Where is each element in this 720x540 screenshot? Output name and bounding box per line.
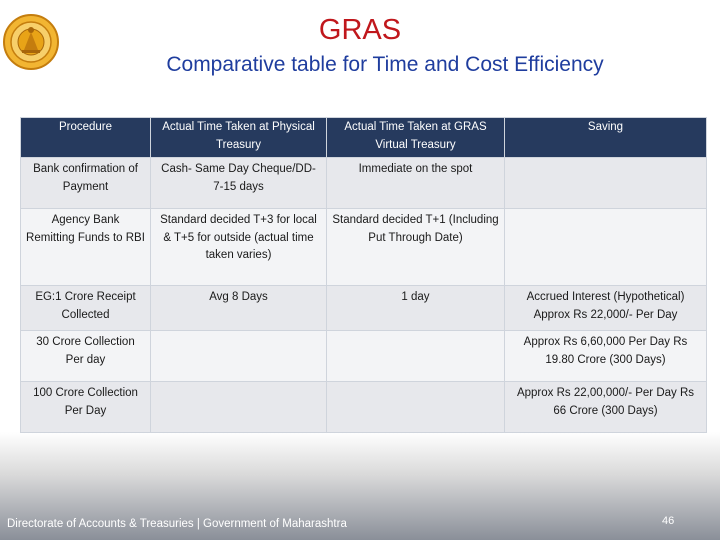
table-cell: Approx Rs 22,00,000/- Per Day Rs 66 Cror… <box>504 381 707 433</box>
table-cell <box>150 330 327 382</box>
slide-title: GRAS <box>318 14 402 46</box>
table-cell: Cash- Same Day Cheque/DD- 7-15 days <box>150 157 327 209</box>
table-cell: Avg 8 Days <box>150 285 327 331</box>
column-header-physical-treasury: Actual Time Taken at Physical Treasury <box>150 117 327 158</box>
table-cell: EG:1 Crore Receipt Collected <box>20 285 151 331</box>
table-cell: Approx Rs 6,60,000 Per Day Rs 19.80 Cror… <box>504 330 707 382</box>
table-row: EG:1 Crore Receipt Collected Avg 8 Days … <box>20 285 707 331</box>
table-cell: 100 Crore Collection Per Day <box>20 381 151 433</box>
table-cell: Standard decided T+3 for local & T+5 for… <box>150 208 327 286</box>
table-cell: Agency Bank Remitting Funds to RBI <box>20 208 151 286</box>
table-cell <box>504 208 707 286</box>
table-row: 100 Crore Collection Per Day Approx Rs 2… <box>20 381 707 433</box>
table-header-row: Procedure Actual Time Taken at Physical … <box>20 117 707 158</box>
column-header-gras-virtual-treasury: Actual Time Taken at GRAS Virtual Treasu… <box>326 117 505 158</box>
table-cell <box>150 381 327 433</box>
table-cell: 30 Crore Collection Per day <box>20 330 151 382</box>
footer-text: Directorate of Accounts & Treasuries | G… <box>7 518 347 530</box>
maharashtra-seal-icon <box>3 14 59 70</box>
table-row: Agency Bank Remitting Funds to RBI Stand… <box>20 208 707 286</box>
column-header-procedure: Procedure <box>20 117 151 158</box>
page-number: 46 <box>662 515 675 527</box>
table-cell <box>504 157 707 209</box>
table-cell: Bank confirmation of Payment <box>20 157 151 209</box>
comparison-table: Procedure Actual Time Taken at Physical … <box>20 117 707 433</box>
column-header-saving: Saving <box>504 117 707 158</box>
table-cell: 1 day <box>326 285 505 331</box>
table-row: Bank confirmation of Payment Cash- Same … <box>20 157 707 209</box>
slide-subtitle: Comparative table for Time and Cost Effi… <box>166 53 604 76</box>
table-cell: Accrued Interest (Hypothetical) Approx R… <box>504 285 707 331</box>
table-cell: Standard decided T+1 (Including Put Thro… <box>326 208 505 286</box>
table-cell <box>326 330 505 382</box>
table-cell: Immediate on the spot <box>326 157 505 209</box>
table-cell <box>326 381 505 433</box>
table-row: 30 Crore Collection Per day Approx Rs 6,… <box>20 330 707 382</box>
